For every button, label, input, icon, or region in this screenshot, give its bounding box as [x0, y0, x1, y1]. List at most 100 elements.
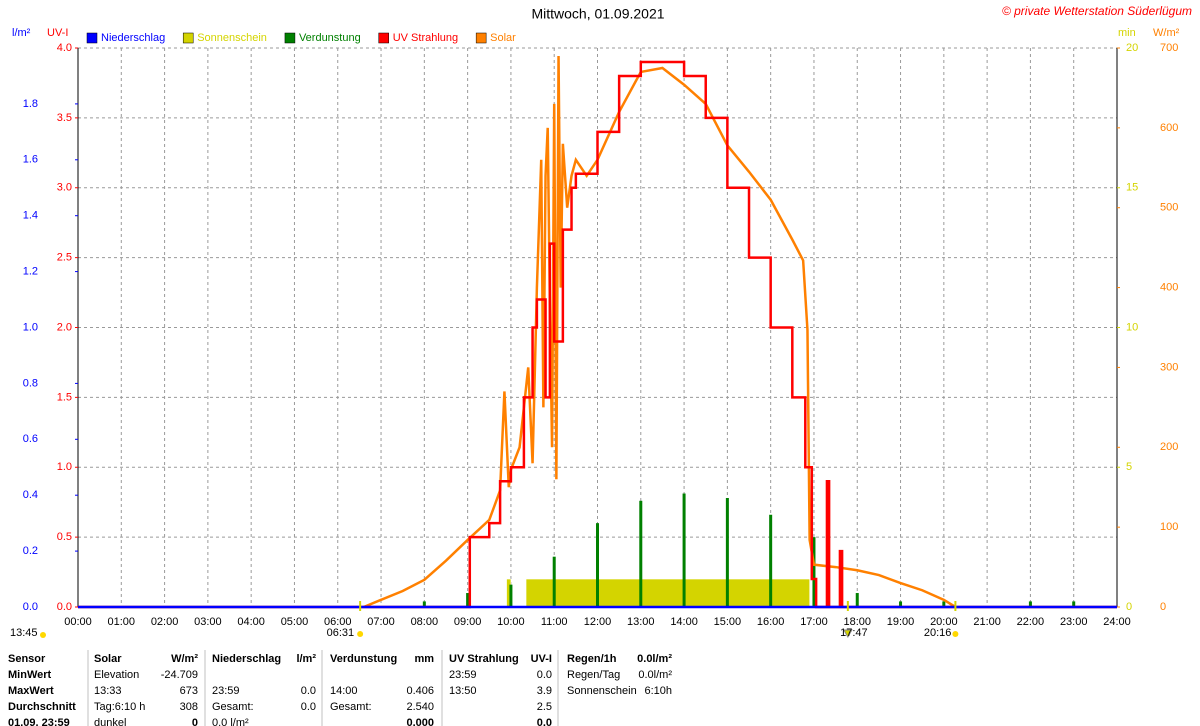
footer-cell: Regen/1h [567, 653, 617, 665]
x-tick-label: 00:00 [64, 616, 92, 628]
footer-cell: 0.0 [537, 669, 552, 681]
legend-swatch [86, 32, 98, 44]
footer-cell: Niederschlag [212, 653, 281, 665]
x-tick-label: 09:00 [454, 616, 482, 628]
x-tick-label: 24:00 [1103, 616, 1131, 628]
y-tick-label: 0.8 [23, 377, 38, 389]
footer-cell: UV Strahlung [449, 653, 519, 665]
legend-label: Sonnenschein [197, 32, 267, 44]
day-length: 13:45 [10, 627, 38, 639]
footer-cell: 0.0 l/m² [212, 717, 249, 726]
spike [769, 514, 773, 607]
footer-cell: 673 [180, 685, 198, 697]
x-tick-label: 18:00 [843, 616, 871, 628]
footer-cell: 308 [180, 701, 198, 713]
footer-cell: 3.9 [537, 685, 552, 697]
x-tick-label: 02:00 [151, 616, 179, 628]
x-tick-label: 13:00 [627, 616, 655, 628]
footer-cell: 13:50 [449, 685, 477, 697]
y-tick-label: 0.5 [57, 531, 72, 543]
footer-cell: W/m² [171, 653, 198, 665]
annotation-label: 20:16 [924, 627, 952, 639]
y-tick-label: 1.8 [23, 98, 38, 110]
spike [1072, 601, 1076, 607]
sun-marker [357, 631, 364, 637]
axis-title: UV-I [47, 27, 68, 39]
footer-cell: 13:33 [94, 685, 122, 697]
footer-cell: 0.0l/m² [638, 669, 672, 681]
footer-cell: 23:59 [449, 669, 477, 681]
footer-cell: dunkel [94, 717, 126, 726]
spike [1028, 601, 1032, 607]
footer-cell: 2.5 [537, 701, 552, 713]
legend-label: Niederschlag [101, 32, 165, 44]
y-tick-label: 400 [1160, 281, 1178, 293]
x-tick-label: 11:00 [541, 616, 568, 628]
footer-cell: 0.0 [301, 685, 316, 697]
x-tick-label: 20:00 [930, 616, 958, 628]
y-tick-label: 200 [1160, 441, 1178, 453]
legend-label: Solar [490, 32, 516, 44]
legend-swatch [284, 32, 296, 44]
x-tick-label: 19:00 [887, 616, 915, 628]
y-tick-label: 300 [1160, 361, 1178, 373]
annotation-label: 17:47 [840, 627, 868, 639]
y-tick-label: 20 [1126, 42, 1138, 54]
annotation-label: 06:31 [327, 627, 355, 639]
y-tick-label: 0 [1160, 601, 1166, 613]
y-tick-label: 1.5 [57, 391, 72, 403]
y-tick-label: 0.2 [23, 545, 38, 557]
x-tick-label: 23:00 [1060, 616, 1088, 628]
y-tick-label: 0.0 [57, 601, 72, 613]
footer-cell: 0.0l/m² [637, 653, 672, 665]
footer-cell: 0 [192, 717, 198, 726]
annotation-marker [842, 629, 853, 639]
axis-title: W/m² [1153, 27, 1180, 39]
x-tick-label: 01:00 [108, 616, 136, 628]
footer-cell: Elevation [94, 669, 139, 681]
x-tick-label: 14:00 [670, 616, 698, 628]
sunshine-bar [525, 578, 810, 608]
chart-title: Mittwoch, 01.09.2021 [531, 6, 664, 22]
footer-cell: 6:10h [644, 685, 672, 697]
footer-cell: Gesamt: [212, 701, 254, 713]
y-tick-label: 1.2 [23, 266, 38, 278]
x-tick-label: 04:00 [237, 616, 265, 628]
y-tick-label: 0.4 [23, 489, 38, 501]
footer-cell: l/m² [296, 653, 316, 665]
sun-marker [40, 632, 46, 638]
footer-cell: Solar [94, 653, 122, 665]
y-tick-label: 5 [1126, 461, 1132, 473]
footer-cell: MaxWert [8, 685, 54, 697]
series-line [363, 55, 957, 609]
footer-cell: Sensor [8, 653, 46, 665]
spike [639, 500, 643, 607]
footer-cell: 0.406 [406, 685, 434, 697]
footer-cell: -24.709 [161, 669, 198, 681]
y-tick-label: 2.0 [57, 321, 72, 333]
legend-swatch [475, 32, 487, 44]
spike [596, 523, 599, 607]
spike [855, 593, 859, 607]
footer-cell: mm [414, 653, 434, 665]
y-tick-label: 10 [1126, 321, 1138, 333]
y-tick-label: 15 [1126, 182, 1138, 194]
x-tick-label: 03:00 [194, 616, 222, 628]
axis-title: l/m² [12, 27, 31, 39]
spike [725, 497, 729, 607]
spike [509, 584, 513, 607]
spike [812, 537, 816, 607]
x-tick-label: 10:00 [497, 616, 525, 628]
y-tick-label: 0 [1126, 601, 1132, 613]
x-tick-label: 06:00 [324, 616, 352, 628]
y-tick-label: 1.0 [23, 321, 38, 333]
footer-cell: MinWert [8, 669, 52, 681]
footer-cell: UV-I [531, 653, 552, 665]
y-tick-label: 4.0 [57, 42, 72, 54]
y-tick-label: 0.0 [23, 601, 38, 613]
spike [422, 601, 426, 607]
y-tick-label: 500 [1160, 202, 1178, 214]
y-tick-label: 0.6 [23, 433, 38, 445]
x-tick-label: 22:00 [1017, 616, 1045, 628]
